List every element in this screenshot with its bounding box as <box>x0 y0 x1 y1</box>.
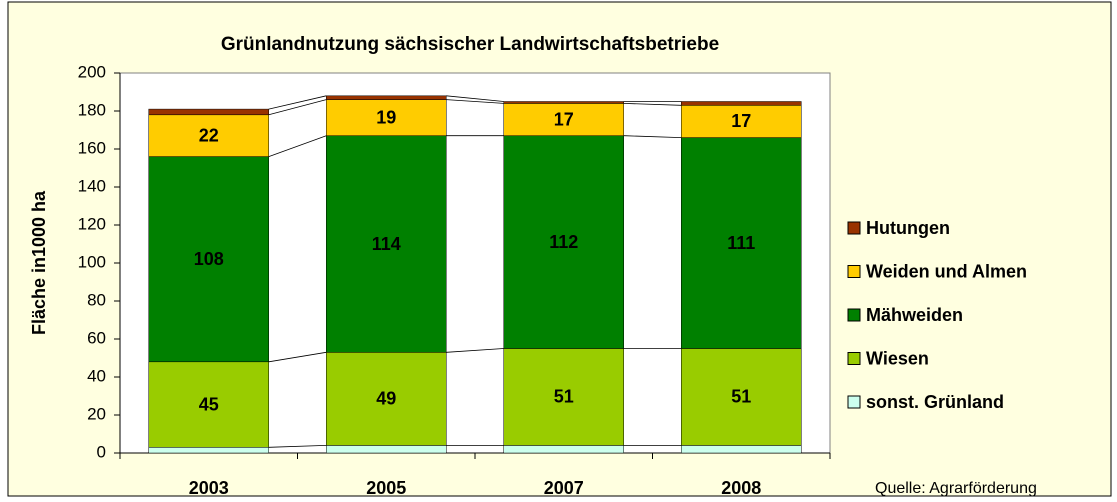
series-line <box>268 95 327 110</box>
bar-segment <box>326 352 447 446</box>
source-note: Quelle: Agrarförderung <box>875 480 1037 497</box>
bar-segment <box>148 114 269 157</box>
x-tick-label: 2003 <box>189 478 229 498</box>
legend-label: Hutungen <box>866 218 950 238</box>
data-label: 49 <box>376 389 396 409</box>
bar-segment <box>326 445 447 454</box>
series-line <box>268 99 327 116</box>
bar-segment <box>148 156 269 363</box>
data-label: 17 <box>731 111 751 131</box>
y-tick-label: 80 <box>87 290 106 309</box>
legend-label: Weiden und Almen <box>866 261 1027 281</box>
legend-swatch <box>847 308 861 322</box>
legend-swatch <box>847 265 861 278</box>
x-tick-label: 2005 <box>366 478 406 498</box>
y-tick-label: 100 <box>78 252 106 271</box>
bar-segment <box>503 445 624 454</box>
series-line <box>268 135 327 157</box>
series-line <box>268 351 327 363</box>
y-tick-label: 140 <box>78 176 106 195</box>
data-label: 112 <box>549 232 578 252</box>
data-label: 51 <box>731 387 751 407</box>
data-label: 45 <box>199 394 219 414</box>
y-tick-label: 0 <box>97 442 106 461</box>
bar-segment <box>148 447 269 454</box>
data-label: 19 <box>376 107 396 127</box>
data-label: 114 <box>372 234 401 254</box>
legend-swatch <box>847 395 861 409</box>
series-line <box>623 135 682 138</box>
y-tick-label: 120 <box>78 214 106 233</box>
series-line <box>268 445 327 448</box>
legend-label: sonst. Grünland <box>866 392 1004 412</box>
x-tick-label: 2008 <box>721 478 761 498</box>
chart-title: Grünlandnutzung sächsischer Landwirtscha… <box>221 34 719 55</box>
legend-swatch <box>847 352 861 365</box>
bar-segment <box>503 135 624 349</box>
legend-label: Mähweiden <box>866 305 963 325</box>
legend-swatch <box>847 221 861 235</box>
y-tick-label: 60 <box>87 328 106 347</box>
bar-segment <box>326 135 447 353</box>
bar-segment <box>326 99 447 136</box>
bar-segment <box>681 105 802 138</box>
legend-label: Wiesen <box>866 348 929 368</box>
bar-segment <box>681 101 802 106</box>
bar-segment <box>681 445 802 454</box>
data-label: 22 <box>199 125 219 145</box>
series-line <box>623 103 682 106</box>
bar-segment <box>681 137 802 349</box>
y-tick-label: 20 <box>87 404 106 423</box>
series-line <box>446 95 504 102</box>
data-label: 111 <box>727 233 755 253</box>
series-line <box>446 99 504 104</box>
x-tick-label: 2007 <box>544 478 584 498</box>
bar-segment <box>503 348 624 446</box>
bar-segment <box>326 95 447 100</box>
y-tick-label: 180 <box>78 100 106 119</box>
series-line <box>446 348 504 353</box>
y-tick-label: 160 <box>78 138 106 157</box>
y-axis-label: Fläche in1000 ha <box>29 190 49 335</box>
bar-segment <box>503 101 624 104</box>
bar-segment <box>148 108 269 116</box>
bar-segment <box>503 103 624 136</box>
data-label: 108 <box>194 249 224 269</box>
data-label: 17 <box>554 109 574 129</box>
data-label: 51 <box>554 387 574 407</box>
y-tick-label: 200 <box>78 62 106 81</box>
y-tick-label: 40 <box>87 366 106 385</box>
bar-segment <box>681 348 802 446</box>
